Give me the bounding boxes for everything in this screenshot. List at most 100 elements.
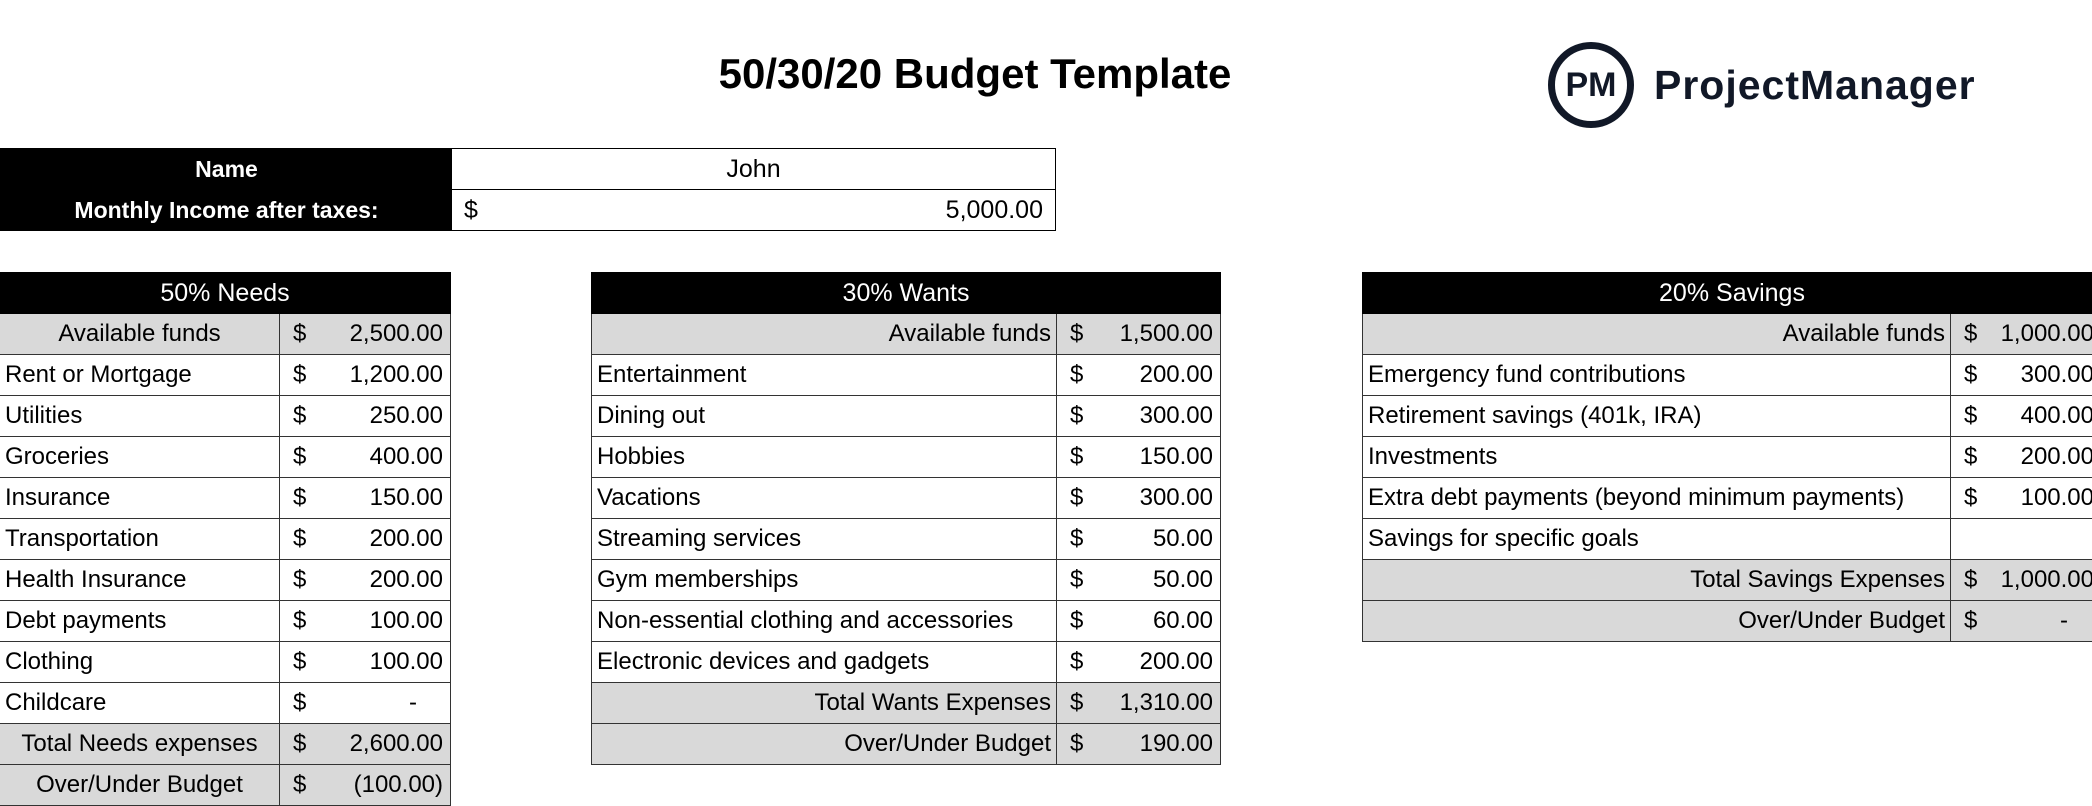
amount-cell[interactable]: $300.00 bbox=[1057, 396, 1221, 437]
amount-cell[interactable]: $200.00 bbox=[280, 560, 451, 601]
row-label: Insurance bbox=[0, 478, 280, 519]
amount: 50.00 bbox=[1153, 566, 1215, 594]
table-row: Available funds $1,500.00 bbox=[592, 314, 1221, 355]
amount: 190.00 bbox=[1140, 730, 1215, 758]
amount-cell[interactable]: $2,500.00 bbox=[280, 314, 451, 355]
table-row: Investments $200.00 bbox=[1363, 437, 2092, 478]
currency: $ bbox=[285, 771, 306, 799]
amount: 100.00 bbox=[2021, 484, 2092, 512]
row-label: Clothing bbox=[0, 642, 280, 683]
currency: $ bbox=[285, 320, 306, 348]
name-field[interactable]: John bbox=[452, 149, 1055, 190]
row-label: Rent or Mortgage bbox=[0, 355, 280, 396]
row-label: Transportation bbox=[0, 519, 280, 560]
amount-cell[interactable]: $1,310.00 bbox=[1057, 683, 1221, 724]
amount: - bbox=[409, 689, 445, 717]
row-label: Health Insurance bbox=[0, 560, 280, 601]
amount-cell[interactable]: $200.00 bbox=[280, 519, 451, 560]
amount-cell[interactable]: $300.00 bbox=[1951, 355, 2092, 396]
income-field[interactable]: $ 5,000.00 bbox=[452, 190, 1055, 231]
amount-cell[interactable]: $100.00 bbox=[280, 642, 451, 683]
row-label: Available funds bbox=[592, 314, 1057, 355]
amount: 300.00 bbox=[1140, 402, 1215, 430]
amount-cell[interactable]: $1,000.00 bbox=[1951, 314, 2092, 355]
amount-cell[interactable]: $60.00 bbox=[1057, 601, 1221, 642]
currency: $ bbox=[1956, 361, 1977, 389]
savings-table: 20% Savings Available funds $1,000.00 Em… bbox=[1362, 272, 2092, 642]
row-label: Groceries bbox=[0, 437, 280, 478]
table-row: Total Wants Expenses $1,310.00 bbox=[592, 683, 1221, 724]
info-block: Name John Monthly Income after taxes: $ … bbox=[0, 148, 1056, 231]
row-label: Non-essential clothing and accessories bbox=[592, 601, 1057, 642]
amount-cell[interactable] bbox=[1951, 519, 2092, 560]
amount-cell[interactable]: $400.00 bbox=[280, 437, 451, 478]
currency: $ bbox=[285, 443, 306, 471]
amount-cell[interactable]: $50.00 bbox=[1057, 519, 1221, 560]
amount-cell[interactable]: $150.00 bbox=[1057, 437, 1221, 478]
row-label: Electronic devices and gadgets bbox=[592, 642, 1057, 683]
table-row: Non-essential clothing and accessories $… bbox=[592, 601, 1221, 642]
currency: $ bbox=[1956, 443, 1977, 471]
needs-table: 50% Needs Available funds $2,500.00 Rent… bbox=[0, 272, 451, 806]
income-currency: $ bbox=[464, 196, 478, 225]
amount-cell[interactable]: $100.00 bbox=[1951, 478, 2092, 519]
amount-cell[interactable]: $(100.00) bbox=[280, 765, 451, 806]
row-label: Utilities bbox=[0, 396, 280, 437]
amount-cell[interactable]: $200.00 bbox=[1057, 355, 1221, 396]
amount: 50.00 bbox=[1153, 525, 1215, 553]
amount-cell[interactable]: $190.00 bbox=[1057, 724, 1221, 765]
row-label: Over/Under Budget bbox=[0, 765, 280, 806]
row-label: Entertainment bbox=[592, 355, 1057, 396]
currency: $ bbox=[285, 402, 306, 430]
page-title: 50/30/20 Budget Template bbox=[600, 50, 1350, 98]
amount: 200.00 bbox=[370, 525, 445, 553]
amount-cell[interactable]: $200.00 bbox=[1951, 437, 2092, 478]
currency: $ bbox=[1062, 402, 1083, 430]
table-row: Savings for specific goals bbox=[1363, 519, 2092, 560]
amount: 1,310.00 bbox=[1120, 689, 1215, 717]
table-row: Gym memberships $50.00 bbox=[592, 560, 1221, 601]
currency: $ bbox=[1062, 320, 1083, 348]
projectmanager-logo: PM ProjectManager bbox=[1548, 42, 1976, 128]
needs-header: 50% Needs bbox=[0, 273, 451, 314]
amount: 200.00 bbox=[2021, 443, 2092, 471]
amount: 300.00 bbox=[1140, 484, 1215, 512]
row-label: Retirement savings (401k, IRA) bbox=[1363, 396, 1951, 437]
table-row: Over/Under Budget $- bbox=[1363, 601, 2092, 642]
row-label: Debt payments bbox=[0, 601, 280, 642]
amount-cell[interactable]: $1,000.00 bbox=[1951, 560, 2092, 601]
currency: $ bbox=[285, 730, 306, 758]
amount: 2,500.00 bbox=[350, 320, 445, 348]
row-label: Extra debt payments (beyond minimum paym… bbox=[1363, 478, 1951, 519]
amount-cell[interactable]: $250.00 bbox=[280, 396, 451, 437]
table-row: Extra debt payments (beyond minimum paym… bbox=[1363, 478, 2092, 519]
income-value: 5,000.00 bbox=[946, 196, 1043, 225]
amount-cell[interactable]: $- bbox=[280, 683, 451, 724]
row-label: Available funds bbox=[1363, 314, 1951, 355]
amount-cell[interactable]: $50.00 bbox=[1057, 560, 1221, 601]
row-label: Total Needs expenses bbox=[0, 724, 280, 765]
amount-cell[interactable]: $- bbox=[1951, 601, 2092, 642]
amount-cell[interactable]: $400.00 bbox=[1951, 396, 2092, 437]
amount: 200.00 bbox=[1140, 648, 1215, 676]
pm-logo-icon: PM bbox=[1548, 42, 1634, 128]
table-row: Childcare $- bbox=[0, 683, 451, 724]
amount-cell[interactable]: $200.00 bbox=[1057, 642, 1221, 683]
currency: $ bbox=[1956, 320, 1977, 348]
currency: $ bbox=[1062, 689, 1083, 717]
currency: $ bbox=[285, 566, 306, 594]
table-row: Insurance $150.00 bbox=[0, 478, 451, 519]
amount-cell[interactable]: $100.00 bbox=[280, 601, 451, 642]
amount-cell[interactable]: $2,600.00 bbox=[280, 724, 451, 765]
amount-cell[interactable]: $300.00 bbox=[1057, 478, 1221, 519]
table-row: Electronic devices and gadgets $200.00 bbox=[592, 642, 1221, 683]
amount: 400.00 bbox=[2021, 402, 2092, 430]
amount: 60.00 bbox=[1153, 607, 1215, 635]
amount: 1,500.00 bbox=[1120, 320, 1215, 348]
amount-cell[interactable]: $150.00 bbox=[280, 478, 451, 519]
amount-cell[interactable]: $1,200.00 bbox=[280, 355, 451, 396]
amount: 150.00 bbox=[370, 484, 445, 512]
amount-cell[interactable]: $1,500.00 bbox=[1057, 314, 1221, 355]
amount: 1,000.00 bbox=[2001, 320, 2092, 348]
table-row: Dining out $300.00 bbox=[592, 396, 1221, 437]
